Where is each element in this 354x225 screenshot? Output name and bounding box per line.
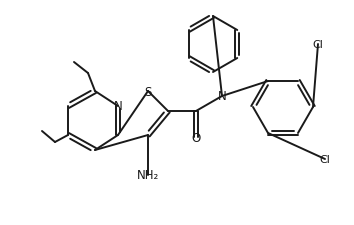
Text: N: N — [218, 90, 226, 103]
Text: O: O — [192, 131, 201, 144]
Text: N: N — [114, 100, 122, 113]
Text: S: S — [144, 85, 152, 98]
Text: NH₂: NH₂ — [137, 169, 159, 182]
Text: Cl: Cl — [313, 40, 324, 50]
Text: Cl: Cl — [320, 154, 330, 164]
